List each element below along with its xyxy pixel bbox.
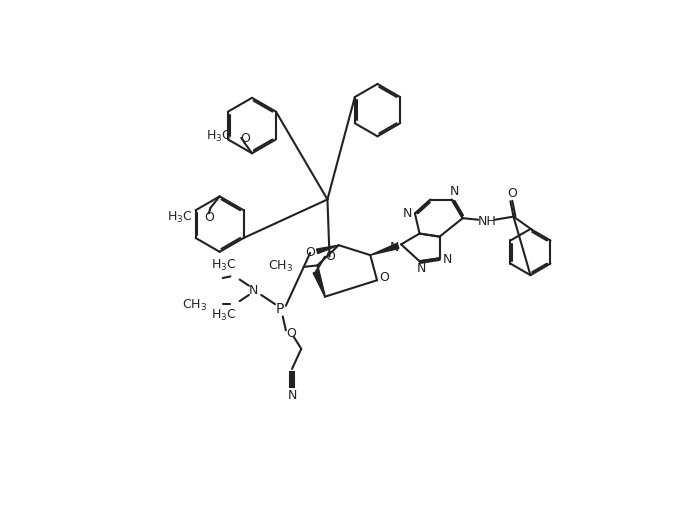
Text: N: N <box>443 253 452 266</box>
Text: O: O <box>204 212 214 225</box>
Text: O: O <box>507 187 517 200</box>
Text: O: O <box>306 246 315 259</box>
Text: CH$_3$: CH$_3$ <box>182 298 207 313</box>
Polygon shape <box>317 245 339 254</box>
Polygon shape <box>370 243 399 255</box>
Text: CH$_3$: CH$_3$ <box>268 259 293 275</box>
Text: P: P <box>276 302 284 316</box>
Text: H$_3$C: H$_3$C <box>205 129 231 144</box>
Text: N: N <box>287 389 296 402</box>
Text: N: N <box>416 263 426 276</box>
Text: N: N <box>390 241 400 254</box>
Text: O: O <box>240 132 250 145</box>
Text: O: O <box>325 250 335 263</box>
Polygon shape <box>313 271 325 297</box>
Text: O: O <box>379 271 389 284</box>
Text: N: N <box>450 186 459 199</box>
Text: H$_3$C: H$_3$C <box>211 258 237 273</box>
Text: H$_3$C: H$_3$C <box>167 211 193 226</box>
Text: N: N <box>249 284 258 297</box>
Text: H$_3$C: H$_3$C <box>211 307 237 322</box>
Text: NH: NH <box>478 215 497 228</box>
Text: O: O <box>286 327 296 340</box>
Text: N: N <box>402 207 412 220</box>
